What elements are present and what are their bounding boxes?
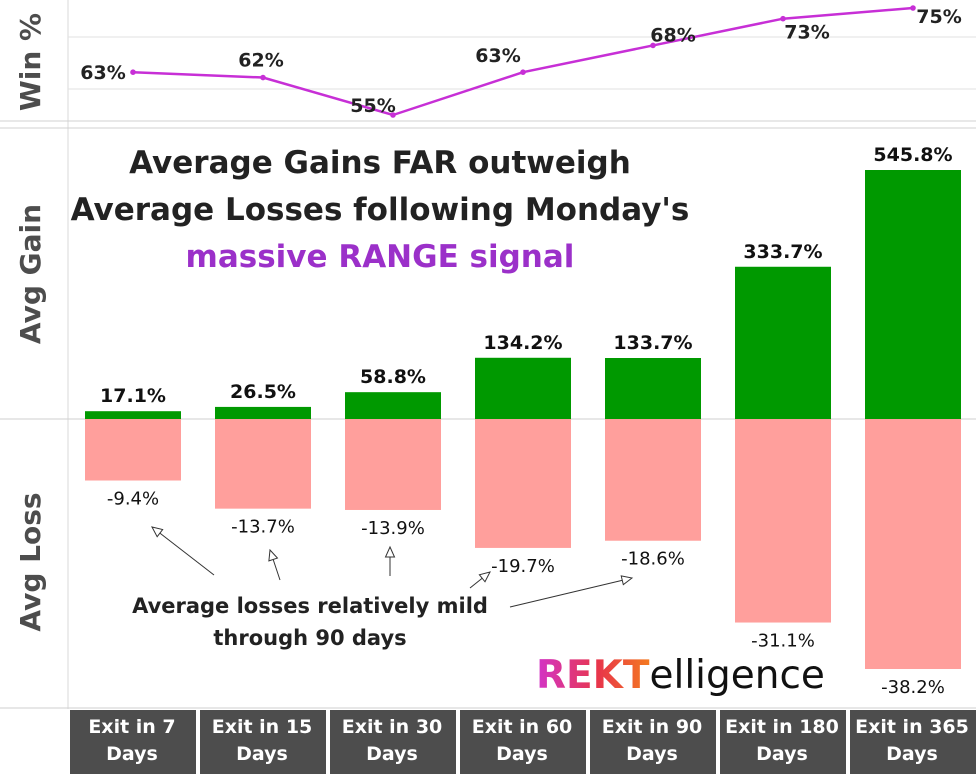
gain-bar [345, 392, 441, 419]
loss-bar [865, 419, 961, 669]
win-rate-label: 63% [475, 45, 520, 67]
x-tick-label: Exit in 7 [88, 716, 175, 738]
loss-bar [345, 419, 441, 510]
x-tick-label: Days [756, 743, 808, 765]
x-axis-cell [330, 710, 456, 774]
loss-value-label: -19.7% [491, 556, 555, 577]
win-rate-point [780, 15, 786, 22]
x-tick-label: Exit in 15 [212, 716, 313, 738]
loss-value-label: -31.1% [751, 631, 815, 652]
loss-bar [85, 419, 181, 481]
win-rate-point [520, 69, 526, 75]
gain-value-label: 333.7% [743, 241, 822, 263]
x-tick-label: Exit in 180 [725, 716, 839, 738]
brand-logo: REKTelligence [536, 652, 825, 700]
annotation-arrow-head [620, 575, 634, 586]
gain-value-label: 545.8% [873, 144, 952, 166]
win-rate-label: 75% [916, 6, 961, 28]
win-rate-label: 68% [650, 24, 695, 46]
gain-bar [215, 406, 311, 419]
loss-value-label: -13.7% [231, 517, 295, 538]
x-tick-label: Exit in 90 [602, 716, 703, 738]
loss-value-label: -38.2% [881, 677, 945, 698]
annotation-arrow-head [268, 548, 279, 562]
gain-bar [605, 358, 701, 419]
loss-panel-label: Avg Loss [14, 492, 47, 631]
brand-logo-part2: elligence [649, 653, 825, 698]
x-axis-cell [460, 710, 586, 774]
loss-value-label: -18.6% [621, 549, 685, 570]
annotation-arrow-head [151, 526, 164, 538]
x-tick-label: Days [106, 743, 158, 765]
x-axis-cell [70, 710, 196, 774]
x-axis-cell [850, 710, 976, 774]
x-tick-label: Exit in 30 [342, 716, 443, 738]
win-rate-point [390, 112, 396, 118]
gain-bar [865, 170, 961, 419]
loss-bar [215, 419, 311, 509]
win-rate-label: 73% [784, 22, 829, 44]
x-tick-label: Days [626, 743, 678, 765]
gain-value-label: 58.8% [360, 366, 426, 388]
annotation-arrow-head [478, 571, 491, 583]
win-rate-point [910, 5, 916, 11]
win-rate-label: 55% [350, 95, 395, 117]
x-tick-label: Days [496, 743, 548, 765]
x-tick-label: Exit in 60 [472, 716, 573, 738]
win-rate-label: 62% [238, 50, 283, 72]
gain-value-label: 134.2% [483, 332, 562, 354]
win-rate-point [130, 69, 136, 75]
x-axis-cell [200, 710, 326, 774]
loss-bar [735, 419, 831, 623]
x-axis-cell [590, 710, 716, 774]
loss-bar [475, 419, 571, 548]
win-panel-label: Win % [14, 13, 47, 111]
annotation-arrow [151, 526, 215, 576]
x-tick-label: Days [886, 743, 938, 765]
gain-bar [735, 266, 831, 419]
win-rate-point [650, 42, 656, 49]
chart-title-line-1: Average Gains FAR outweigh [129, 145, 631, 181]
gain-panel-label: Avg Gain [14, 204, 47, 344]
win-rate-label: 63% [80, 62, 125, 84]
brand-logo-part1: REKT [536, 653, 650, 698]
gain-value-label: 17.1% [100, 385, 166, 407]
x-tick-label: Exit in 365 [855, 716, 969, 738]
chart-subtitle: massive RANGE signal [185, 239, 575, 275]
annotation-text: Average losses relatively mild through 9… [132, 594, 488, 650]
chart-title: Average Gains FAR outweigh Average Losse… [40, 140, 720, 281]
chart-title-line-2: Average Losses following Monday's [70, 192, 690, 228]
annotation-arrow-head [384, 545, 396, 558]
loss-bar [605, 419, 701, 541]
gain-bar [85, 411, 181, 419]
gain-value-label: 26.5% [230, 381, 296, 403]
win-rate-point [260, 74, 266, 81]
x-tick-label: Days [366, 743, 418, 765]
annotation-arrow [509, 577, 633, 608]
gain-bar [475, 357, 571, 419]
x-axis-cell [720, 710, 846, 774]
x-tick-label: Days [236, 743, 288, 765]
loss-value-label: -13.9% [361, 518, 425, 539]
gain-value-label: 133.7% [613, 332, 692, 354]
loss-value-label: -9.4% [107, 489, 159, 510]
